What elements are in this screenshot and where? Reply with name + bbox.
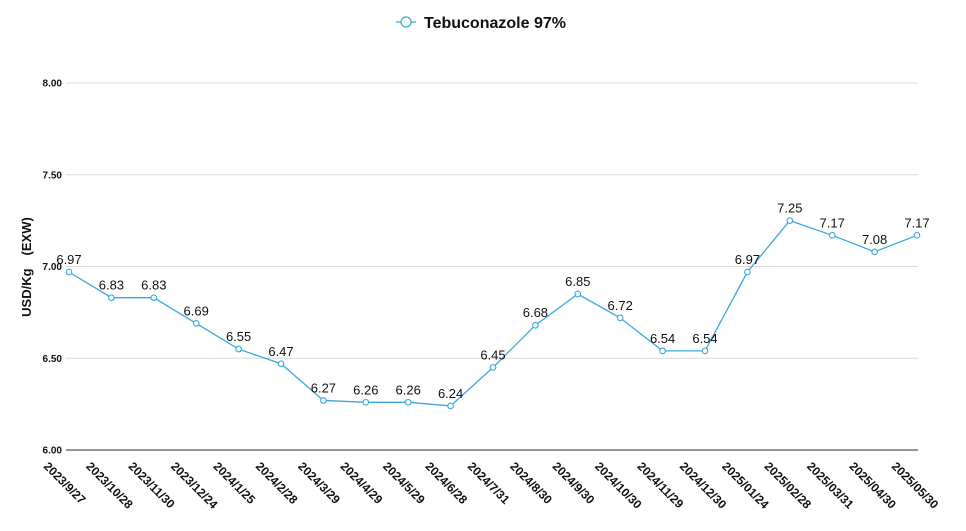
x-tick-label: 2024/8/30 [507,459,555,507]
data-point[interactable] [701,347,709,355]
y-tick-label: 7.00 [43,262,63,273]
data-label: 6.55 [226,329,251,344]
x-tick-label: 2024/5/29 [380,459,428,507]
data-label: 7.25 [777,201,802,216]
data-label: 7.08 [862,232,887,247]
y-tick-label: 7.50 [43,170,63,181]
y-axis-title: USD/Kg (EXW) [19,217,34,317]
data-label: 6.27 [311,380,336,395]
data-label: 6.24 [438,386,463,401]
data-point[interactable] [489,364,497,371]
data-point[interactable] [65,268,73,276]
data-label: 6.68 [523,305,548,320]
legend[interactable]: Tebuconazole 97% [396,15,566,32]
data-point[interactable] [235,345,242,353]
x-tick-label: 2024/7/31 [465,459,513,507]
legend-label: Tebuconazole 97% [424,15,566,32]
data-point[interactable] [277,360,285,368]
data-point[interactable] [447,402,454,410]
data-label: 6.26 [353,382,378,397]
x-tick-label: 2024/9/30 [550,459,598,507]
data-label: 6.47 [268,344,293,359]
data-point[interactable] [659,347,666,355]
y-axis: 6.00 6.50 7.00 7.50 8.00 [43,79,63,457]
x-tick-label: 2024/2/28 [253,459,301,507]
data-point[interactable] [786,217,794,224]
data-label: 6.72 [608,298,633,313]
data-point[interactable] [913,231,921,239]
data-point[interactable] [320,397,327,404]
data-point[interactable] [828,231,836,239]
data-point[interactable] [404,398,412,406]
series-layer: 6.97 6.83 6.83 6.69 6.55 6.47 6.27 6.26 6.26 6.24… [56,201,930,410]
data-point[interactable] [192,320,200,327]
data-label: 6.26 [396,382,421,397]
data-label: 7.17 [904,215,929,230]
x-tick-label: 2024/3/29 [295,459,343,507]
y-tick-label: 6.00 [43,446,63,457]
data-label: 6.69 [184,303,209,318]
data-point[interactable] [532,321,539,329]
data-point[interactable] [616,314,624,322]
x-tick-label: 2023/9/27 [41,459,89,507]
data-point[interactable] [150,294,158,302]
data-point[interactable] [574,290,582,298]
y-tick-label: 8.00 [43,79,63,90]
y-tick-label: 6.50 [43,354,63,365]
gridlines [66,82,918,451]
data-label: 6.97 [735,252,760,267]
data-point[interactable] [362,398,370,406]
data-point[interactable] [744,268,751,276]
x-tick-label: 2024/6/28 [422,459,470,507]
data-point[interactable] [108,294,115,302]
data-label: 6.85 [565,274,590,289]
data-label: 6.54 [650,331,675,346]
x-tick-label: 2025/05/30 [889,459,942,512]
legend-marker-icon [400,16,412,28]
data-label: 6.83 [141,278,166,293]
data-label: 6.83 [99,278,124,293]
data-label: 7.17 [820,215,845,230]
data-label: 6.97 [56,252,81,267]
x-tick-label: 2024/4/29 [338,459,386,507]
data-label: 6.54 [692,331,717,346]
data-point[interactable] [871,248,878,256]
x-axis: 2023/9/272023/10/282023/11/302023/12/242… [41,459,942,512]
data-label: 6.45 [480,347,505,362]
